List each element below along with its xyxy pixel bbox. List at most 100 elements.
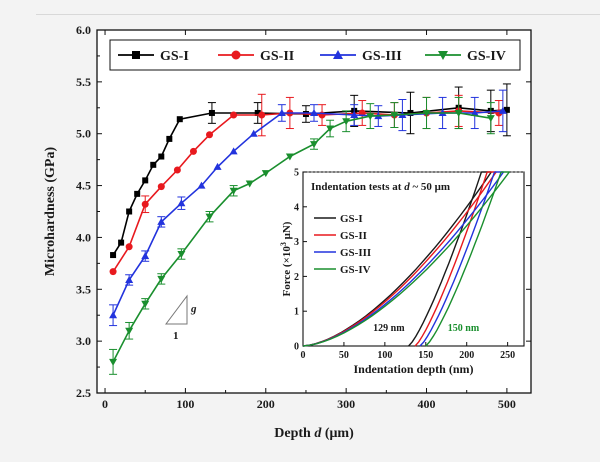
inset-y-axis-title-text: Force (×10 [281,246,293,297]
data-point [230,111,238,119]
x-axis: 0 100 200 300 400 500 [102,30,516,411]
data-point [125,243,133,251]
inset-x-tick-label: 250 [500,350,515,361]
y-tick-label: 3.0 [76,334,91,348]
data-point [470,108,479,116]
inset-x-tick-label: 0 [301,350,306,361]
slope-label-g: g [190,303,197,315]
inset-x-axis-title: Indentation depth (nm) [353,362,473,376]
x-axis-title-text: Depth [274,426,314,441]
data-point [141,252,150,260]
x-axis-title-unit: (μm) [321,426,354,441]
data-point [158,153,165,160]
data-point [366,113,375,121]
inset-x-tick-label: 150 [418,350,433,361]
legend-label: GS-IV [467,49,506,64]
slope-annotation: g1 [165,294,197,342]
inset-title-symbol: d [404,181,410,193]
residual-depth-label: 150 nm [448,323,480,334]
y-tick-label: 5.5 [76,75,91,89]
data-point [176,116,183,123]
data-point [157,275,166,283]
y-tick-label: 4.5 [76,179,91,193]
legend-marker [132,51,140,59]
x-tick-label: 400 [418,397,436,411]
data-point [125,327,134,335]
data-point [109,311,118,319]
data-point [229,187,238,195]
inset-title: Indentation tests at d ~ 50 μm [311,181,450,193]
data-point [258,111,266,119]
data-point [142,177,149,184]
unloading-curve [425,171,502,347]
data-point [422,109,431,117]
slope-triangle [165,294,188,325]
unloading-curve [408,171,483,347]
inset-legend-label: GS-I [340,213,363,225]
y-tick-label: 6.0 [76,23,91,37]
inset-legend-label: GS-II [340,230,367,242]
data-point [390,112,399,120]
inset-y-tick-label: 4 [294,202,299,213]
inset-plot-area [302,171,525,347]
inset-legend-label: GS-III [340,247,371,259]
data-point [326,125,335,133]
x-tick-label: 300 [337,397,355,411]
data-point [261,170,270,178]
inset-y-tick-label: 2 [294,272,299,283]
legend-marker [231,50,241,60]
page-divider [36,14,600,15]
data-point [205,213,214,221]
data-point [189,147,197,155]
residual-depth-label: 129 nm [373,323,405,334]
y-axis-title: Microhardness (GPa) [43,147,58,277]
data-point [277,108,286,116]
data-point [310,141,318,149]
data-point [141,200,149,208]
x-axis-title: Depth d (μm) [274,426,354,441]
data-point [350,111,359,119]
inset-y-axis-title-exponent: 3 [279,242,288,246]
data-point [503,106,510,113]
series-gs-iv [109,96,495,375]
x-tick-label: 0 [102,397,108,411]
data-point [141,300,150,308]
data-point [166,135,173,142]
inset-y-axis-title-unit: μN) [281,221,293,242]
series-line [112,112,491,363]
legend: GS-I GS-II GS-III GS-IV [109,39,521,71]
data-point [177,251,186,259]
x-axis-title-symbol: d [314,426,322,441]
legend-marker [438,51,448,60]
data-point [254,109,261,116]
x-tick-label: 200 [257,397,275,411]
y-tick-label: 4.0 [76,230,91,244]
data-point [498,106,507,114]
inset-x-tick-label: 200 [459,350,474,361]
inset-y-tick-label: 0 [294,342,299,353]
data-point [229,147,238,155]
inset-x-tick-label: 50 [339,350,349,361]
data-point [206,131,214,139]
inset-y-tick-label: 1 [294,307,299,318]
loading-curve [302,171,510,347]
y-axis: 2.5 3.0 3.5 4.0 4.5 5.0 5.5 6.0 [76,23,531,400]
data-point [208,109,215,116]
y-tick-label: 3.5 [76,282,91,296]
data-point [213,162,222,170]
legend-label: GS-I [160,49,189,64]
data-point [486,115,495,123]
y-tick-label: 5.0 [76,127,91,141]
unloading-curve [414,171,488,347]
inset-legend-label: GS-IV [340,264,371,276]
inset-title-text: Indentation tests at [311,181,404,193]
y-tick-label: 2.5 [76,386,91,400]
data-point [157,217,166,225]
data-point [118,239,125,246]
x-tick-label: 100 [176,397,194,411]
data-point [125,275,134,283]
inset-x-tick-label: 100 [377,350,392,361]
slope-label-one: 1 [173,330,179,342]
